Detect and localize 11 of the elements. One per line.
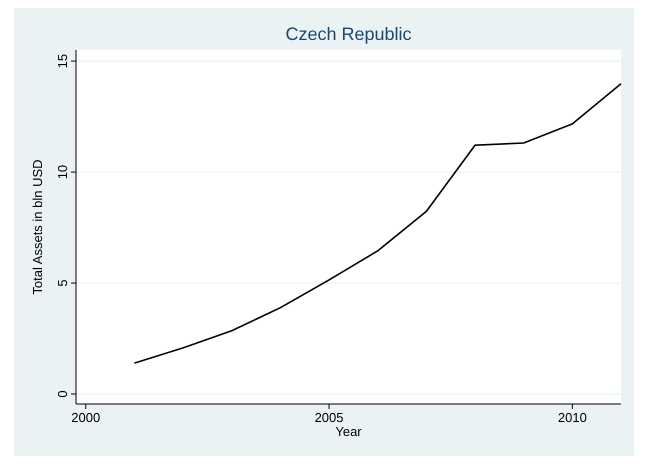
y-axis-title: Total Assets in bln USD [30,159,45,295]
y-tick-label: 10 [55,164,70,180]
x-tick-label: 2010 [558,410,587,425]
y-tick-label: 5 [55,279,70,287]
line-series [134,82,622,364]
y-tick-label: 15 [55,54,70,68]
chart-title: Czech Republic [285,24,412,44]
x-tick-label: 2005 [314,410,344,425]
x-axis-title: Year [335,424,362,439]
x-tick-label: 2000 [71,410,100,425]
y-tick-label: 0 [55,390,70,398]
